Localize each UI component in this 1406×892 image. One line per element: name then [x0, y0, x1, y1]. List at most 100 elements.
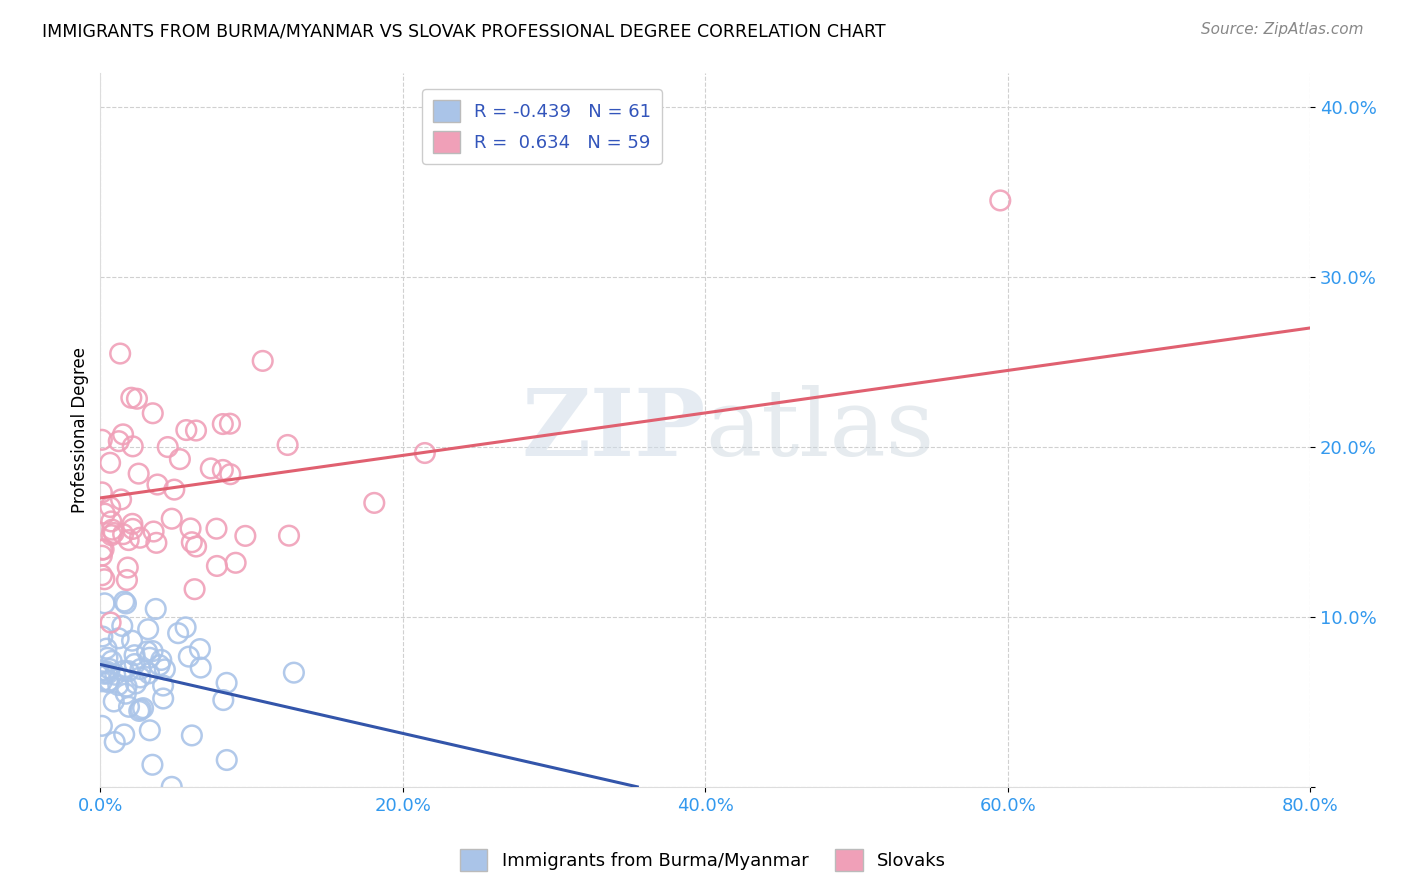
Point [156, 440, 179, 454]
Point [215, 753, 238, 767]
Point [98, 673, 121, 688]
Point [100, 654, 122, 668]
Point [98, 662, 121, 676]
Point [107, 434, 129, 449]
Point [98, 500, 121, 514]
Point [93, 572, 115, 586]
Point [128, 467, 150, 481]
Point [129, 662, 152, 676]
Point [160, 512, 183, 526]
Point [90, 568, 112, 582]
Point [128, 704, 150, 718]
Point [110, 492, 132, 507]
Point [96, 650, 118, 665]
Point [413, 446, 436, 460]
Point [100, 515, 122, 529]
Point [90, 719, 112, 733]
Point [129, 702, 152, 716]
Point [115, 573, 138, 587]
Point [100, 528, 122, 542]
Point [124, 657, 146, 671]
Point [148, 658, 170, 673]
Point [91, 630, 114, 644]
Point [103, 694, 125, 708]
Point [93, 596, 115, 610]
Point [90, 542, 112, 557]
Point [115, 680, 138, 694]
Point [138, 666, 160, 681]
Point [211, 417, 233, 431]
Point [112, 727, 135, 741]
Point [190, 660, 212, 674]
Point [101, 523, 124, 537]
Point [96, 641, 118, 656]
Point [205, 522, 228, 536]
Point [176, 423, 198, 437]
Point [152, 691, 174, 706]
Legend: R = -0.439   N = 61, R =  0.634   N = 59: R = -0.439 N = 61, R = 0.634 N = 59 [422, 89, 662, 164]
Point [93, 542, 115, 557]
Point [97, 675, 120, 690]
Point [136, 622, 159, 636]
Point [167, 626, 190, 640]
Point [100, 615, 122, 630]
Point [180, 728, 202, 742]
Point [107, 632, 129, 646]
Y-axis label: Professional Degree: Professional Degree [72, 347, 89, 513]
Point [139, 723, 162, 738]
Point [142, 406, 165, 420]
Point [183, 582, 205, 597]
Point [124, 648, 146, 663]
Point [169, 452, 191, 467]
Point [136, 644, 159, 658]
Point [211, 463, 233, 477]
Point [121, 633, 143, 648]
Point [104, 735, 127, 749]
Point [233, 529, 256, 543]
Point [150, 653, 173, 667]
Point [129, 670, 152, 684]
Point [114, 687, 136, 701]
Point [188, 642, 211, 657]
Point [107, 678, 129, 692]
Point [177, 649, 200, 664]
Point [117, 664, 139, 678]
Point [112, 594, 135, 608]
Point [93, 666, 115, 681]
Point [225, 556, 247, 570]
Point [118, 533, 141, 547]
Point [90, 485, 112, 500]
Point [212, 693, 235, 707]
Point [215, 676, 238, 690]
Text: atlas: atlas [706, 385, 935, 475]
Point [141, 757, 163, 772]
Point [108, 346, 131, 360]
Point [145, 536, 167, 550]
Point [278, 529, 301, 543]
Point [132, 701, 155, 715]
Point [988, 194, 1011, 208]
Point [98, 456, 121, 470]
Point [90, 549, 112, 563]
Text: ZIP: ZIP [522, 385, 706, 475]
Point [115, 596, 138, 610]
Point [97, 666, 120, 681]
Point [163, 483, 186, 497]
Point [117, 560, 139, 574]
Point [283, 665, 305, 680]
Point [146, 477, 169, 491]
Point [184, 424, 207, 438]
Point [363, 496, 385, 510]
Point [103, 525, 125, 540]
Point [121, 516, 143, 531]
Point [112, 664, 135, 678]
Point [142, 524, 165, 539]
Point [252, 354, 274, 368]
Point [277, 438, 299, 452]
Point [153, 662, 176, 676]
Point [104, 667, 127, 681]
Point [125, 676, 148, 690]
Point [180, 535, 202, 549]
Point [112, 427, 135, 442]
Point [90, 433, 112, 447]
